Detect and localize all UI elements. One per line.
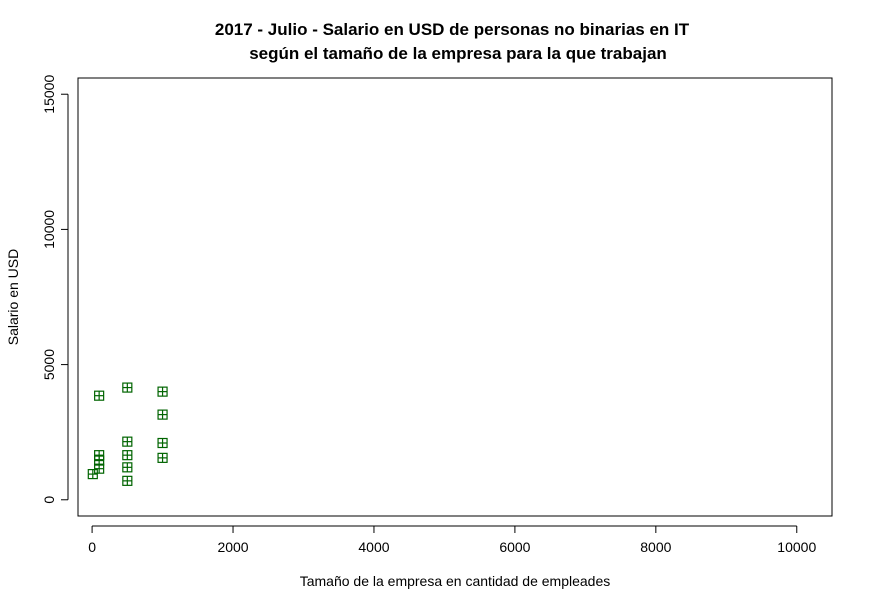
data-point xyxy=(122,436,133,447)
x-tick-label: 8000 xyxy=(640,539,671,555)
chart-title-line-2: según el tamaño de la empresa para la qu… xyxy=(249,44,667,63)
data-point xyxy=(94,390,105,401)
data-point xyxy=(157,452,168,463)
y-tick-label: 10000 xyxy=(41,210,57,249)
data-point xyxy=(157,409,168,420)
chart-title-line-1: 2017 - Julio - Salario en USD de persona… xyxy=(215,20,690,39)
y-tick-label: 15000 xyxy=(41,75,57,114)
data-point xyxy=(87,468,98,480)
x-tick-label: 6000 xyxy=(499,539,530,555)
y-tick-label: 0 xyxy=(41,496,57,504)
y-axis: 0 5000 10000 15000 xyxy=(41,75,69,504)
data-point xyxy=(122,450,133,461)
y-tick-label: 5000 xyxy=(41,349,57,380)
data-points xyxy=(87,382,168,486)
data-point xyxy=(122,475,133,486)
data-point xyxy=(94,463,105,474)
data-point xyxy=(122,462,133,473)
x-axis: 0 2000 4000 6000 8000 10000 xyxy=(88,525,816,555)
x-tick-label: 10000 xyxy=(777,539,816,555)
data-point xyxy=(122,382,133,393)
x-tick-label: 0 xyxy=(88,539,96,555)
data-point xyxy=(157,437,168,449)
x-tick-label: 4000 xyxy=(358,539,389,555)
y-axis-label: Salario en USD xyxy=(5,249,21,346)
data-point xyxy=(157,386,168,397)
plot-frame xyxy=(77,77,833,517)
x-axis-label: Tamaño de la empresa en cantidad de empl… xyxy=(300,573,611,589)
x-tick-label: 2000 xyxy=(217,539,248,555)
